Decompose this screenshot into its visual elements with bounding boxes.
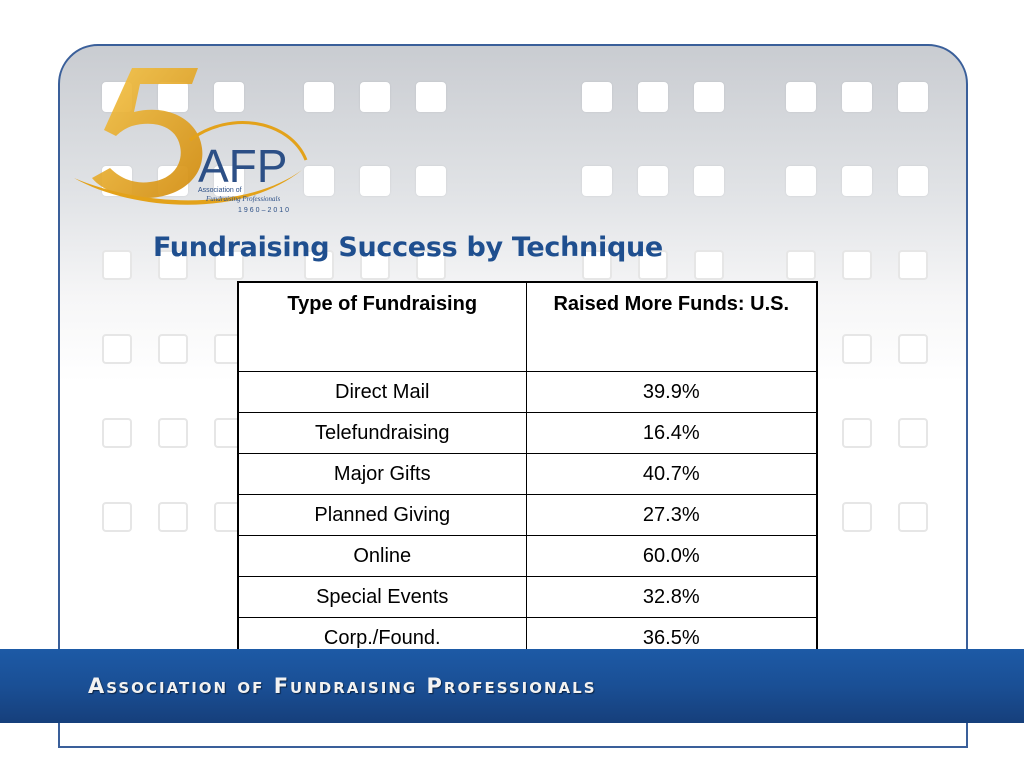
header-type: Type of Fundraising [237,281,527,372]
background-tile [214,82,244,112]
background-tile [842,250,872,280]
background-tile [158,418,188,448]
cell-percent: 39.9% [525,371,818,413]
background-tile [786,82,816,112]
slide-title: Fundraising Success by Technique [153,232,663,263]
background-tile [842,334,872,364]
cell-type: Special Events [237,576,527,618]
cell-percent: 40.7% [525,453,818,495]
cell-type: Planned Giving [237,494,527,536]
cell-type: Direct Mail [237,371,527,413]
cell-type: Online [237,535,527,577]
cell-percent: 32.8% [525,576,818,618]
background-tile [102,250,132,280]
background-tile [694,166,724,196]
cell-percent: 27.3% [525,494,818,536]
background-tile [360,166,390,196]
background-tile [638,166,668,196]
background-tile [416,166,446,196]
background-tile [898,334,928,364]
background-tile [158,250,188,280]
background-tile [102,418,132,448]
banner-text: Association of Fundraising Professionals [88,674,597,698]
afp-50th-logo: AFP Association of Fundraising Professio… [74,68,308,214]
table-header-row: Type of Fundraising Raised More Funds: U… [237,281,818,372]
footer-banner: Association of Fundraising Professionals [0,649,1024,723]
background-tile [638,82,668,112]
logo-numeral-5 [92,68,203,199]
background-tile [898,418,928,448]
logo-years: 1960–2010 [238,207,291,214]
background-tile [842,418,872,448]
background-tile [360,250,390,280]
background-tile [304,250,334,280]
background-tile [214,166,244,196]
background-tile [898,502,928,532]
background-tile [102,334,132,364]
background-tile [842,502,872,532]
background-tile [304,166,334,196]
logo-line-2: Fundraising Professionals [205,195,280,203]
background-tile [158,334,188,364]
header-raised: Raised More Funds: U.S. [525,281,818,372]
logo-line-1: Association of [198,187,242,194]
cell-percent: 60.0% [525,535,818,577]
background-tile [786,166,816,196]
background-tile [582,250,612,280]
background-tile [638,250,668,280]
background-tile [416,250,446,280]
background-tile [786,250,816,280]
table-row: Major Gifts 40.7% [237,453,818,495]
background-tile [158,502,188,532]
background-tile [416,82,446,112]
fundraising-table: Type of Fundraising Raised More Funds: U… [237,281,818,660]
background-tile [898,82,928,112]
table-row: Telefundraising 16.4% [237,412,818,454]
background-tile [214,250,244,280]
table-row: Online 60.0% [237,535,818,577]
background-tile [842,82,872,112]
logo-swoosh [74,170,302,205]
cell-percent: 16.4% [525,412,818,454]
background-tile [694,82,724,112]
background-tile [102,502,132,532]
background-tile [898,166,928,196]
background-tile [360,82,390,112]
logo-acronym: AFP [198,140,287,192]
background-tile [898,250,928,280]
cell-type: Telefundraising [237,412,527,454]
table-row: Special Events 32.8% [237,576,818,618]
background-tile [694,250,724,280]
background-tile [304,82,334,112]
cell-type: Major Gifts [237,453,527,495]
table-row: Direct Mail 39.9% [237,371,818,413]
background-tile [582,82,612,112]
background-tile [582,166,612,196]
table-row: Planned Giving 27.3% [237,494,818,536]
background-tile [842,166,872,196]
